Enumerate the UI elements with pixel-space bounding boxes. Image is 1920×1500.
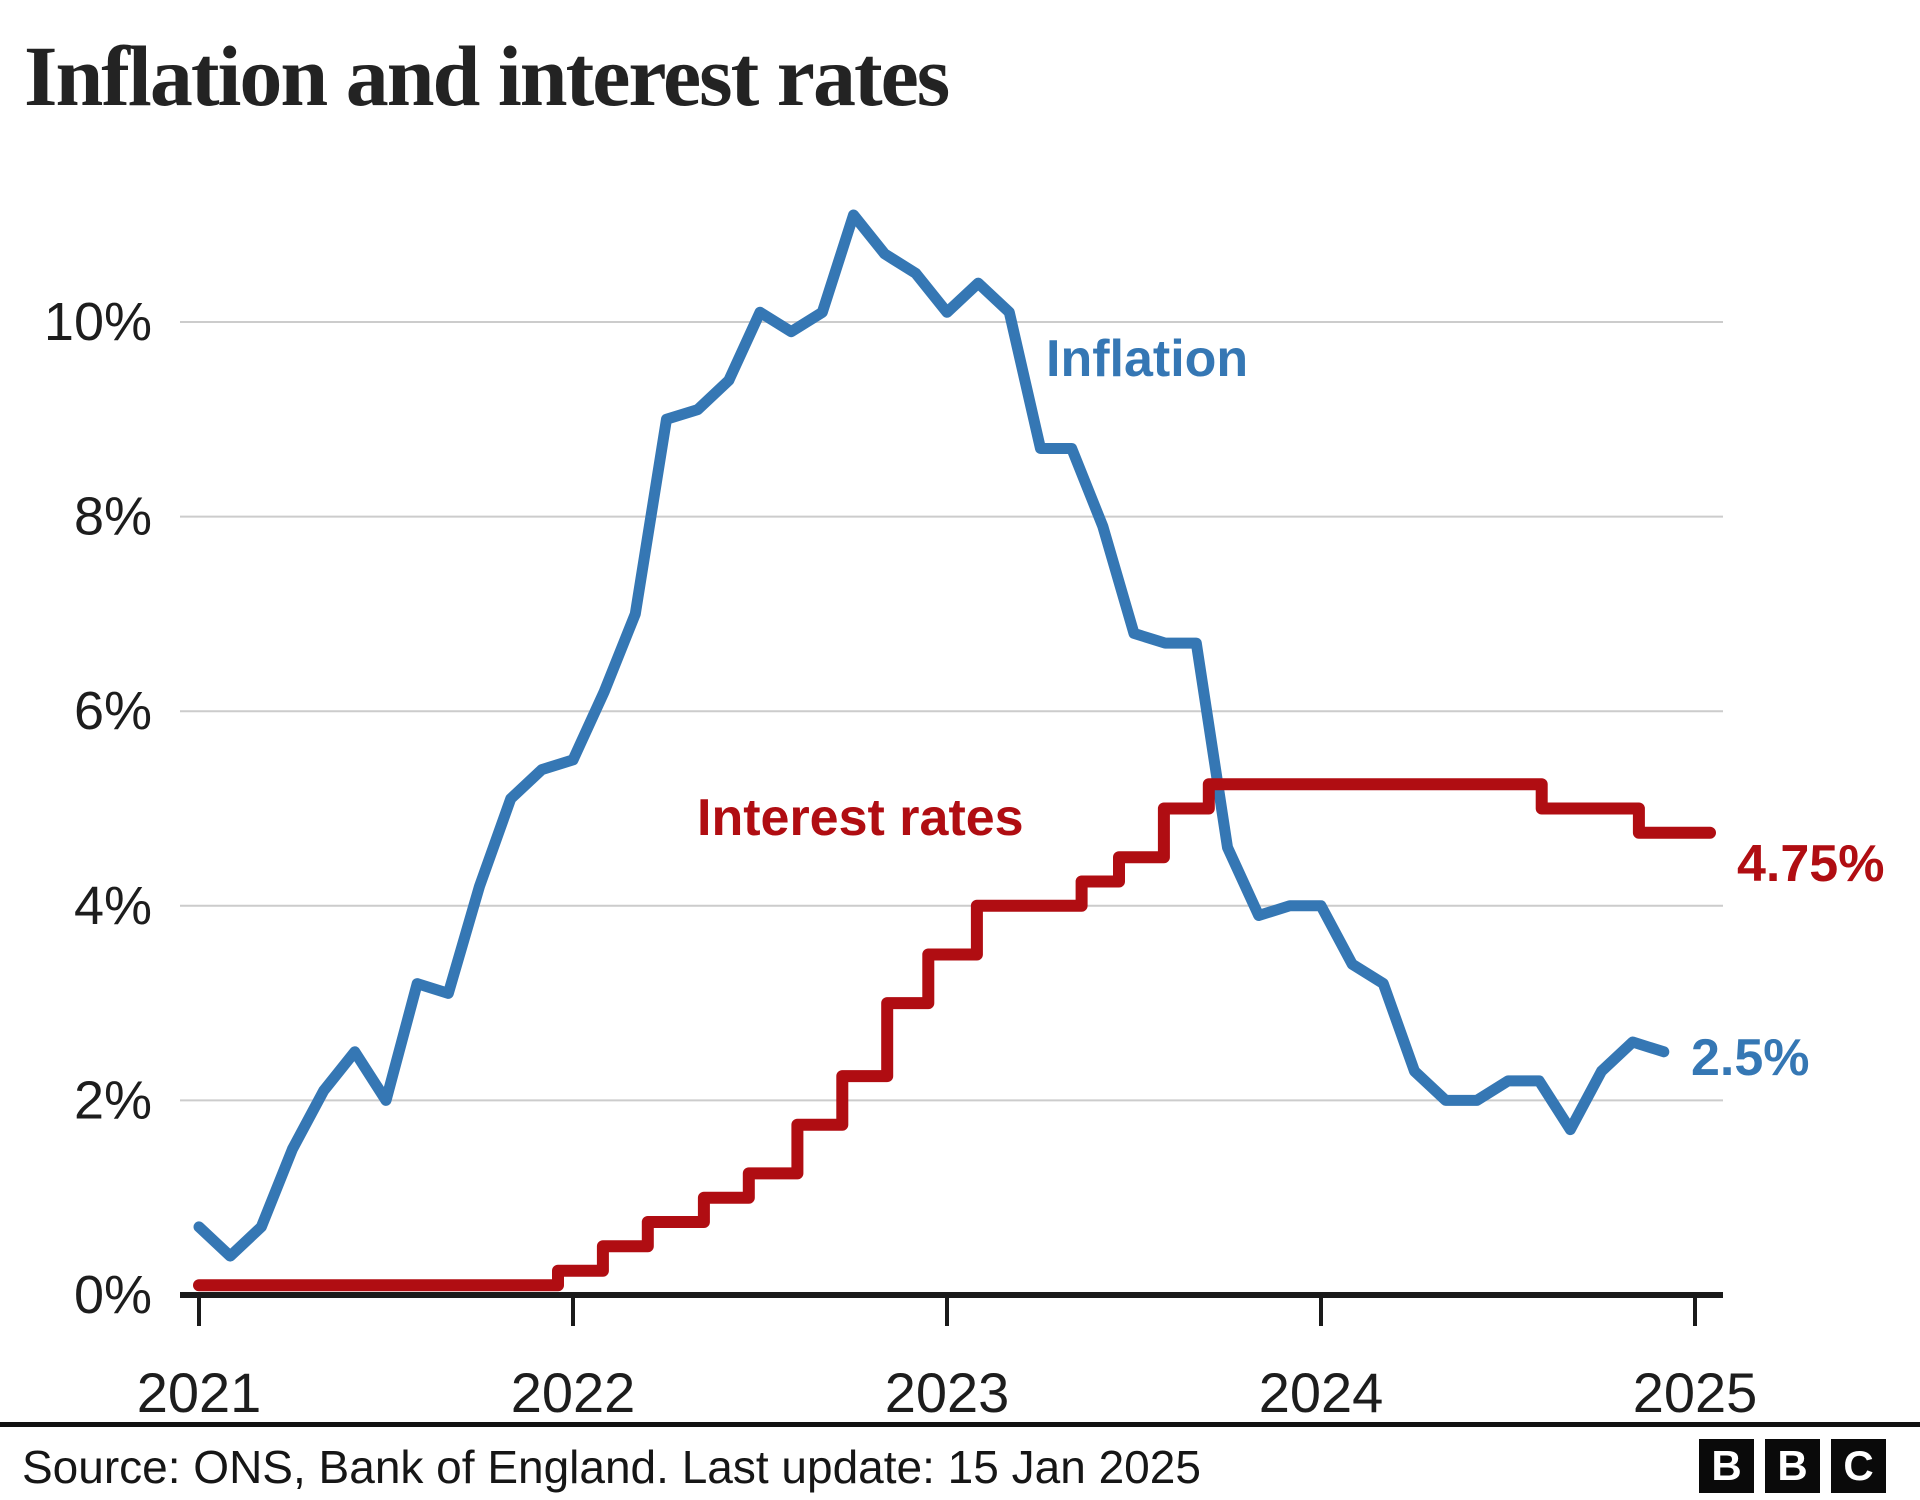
y-tick-label: 10% xyxy=(44,292,152,352)
inflation-end-value: 2.5% xyxy=(1691,1029,1810,1087)
inflation-line xyxy=(193,209,1670,1262)
x-tick-label: 2022 xyxy=(511,1361,636,1424)
y-tick-label: 2% xyxy=(74,1070,152,1130)
y-tick-label: 4% xyxy=(74,876,152,936)
x-tick-label: 2025 xyxy=(1633,1361,1758,1424)
interest-rate-end-value: 4.75% xyxy=(1737,835,1885,893)
x-tick-label: 2023 xyxy=(885,1361,1010,1424)
source-attribution: Source: ONS, Bank of England. Last updat… xyxy=(22,1441,1201,1493)
y-tick-label: 8% xyxy=(74,487,152,547)
bbc-logo-block: B xyxy=(1699,1439,1754,1493)
bbc-logo: B B C xyxy=(1699,1439,1886,1493)
page-title: Inflation and interest rates xyxy=(24,28,950,124)
bbc-logo-block: B xyxy=(1765,1439,1820,1493)
interest-rates-series-label: Interest rates xyxy=(697,789,1024,847)
y-tick-label: 6% xyxy=(74,681,152,741)
y-tick-label: 0% xyxy=(74,1265,152,1325)
bbc-logo-block: C xyxy=(1831,1439,1886,1493)
inflation-series-label: Inflation xyxy=(1046,330,1249,388)
interest-rate-line xyxy=(193,778,1716,1292)
x-tick-label: 2024 xyxy=(1259,1361,1384,1424)
footer-divider xyxy=(0,1422,1920,1427)
x-tick-label: 2021 xyxy=(137,1361,262,1424)
